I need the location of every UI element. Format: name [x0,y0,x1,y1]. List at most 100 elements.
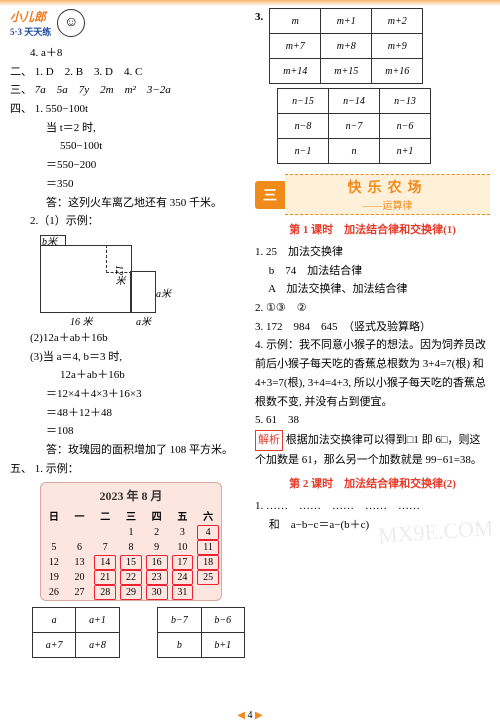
table-cell: n−13 [380,89,431,114]
lesson-line: 3. 172 984 645 （竖式及验算略） [255,318,490,337]
calendar-table: 日一二三四五六 12345678910111213141516171819202… [41,506,221,600]
sec2-items: 1. D 2. B 3. D 4. C [35,66,143,78]
header: 小儿郎 5·3 天天练 ☺ [10,8,245,38]
sec4-label: 四、 [10,103,32,115]
table-cell: m [270,9,321,34]
table-cell [119,608,158,633]
diag-a1: a米 [136,313,151,328]
lesson2-title: 第 2 课时 加法结合律和交换律(2) [255,475,490,491]
table-cell: n−1 [278,139,329,164]
cal-day: 16 [144,555,170,570]
cal-day: 5 [41,540,67,555]
sec3-label: 三、 [10,84,32,96]
lesson2-body: 1. …… …… …… …… …… 和 a−b−c＝a−(b＋c) [255,497,490,534]
item-4: 4. a＋8 [10,44,245,63]
lesson-line: 2. ①③ ② [255,299,490,318]
cal-day: 10 [170,540,196,555]
brand-block: 小儿郎 5·3 天天练 [10,8,51,38]
sec4-2g: ＝108 [10,422,245,441]
sec5-label: 五、 [10,463,32,475]
brand-sub: 5·3 天天练 [10,25,51,38]
lesson-line: 4. 示例：我不同意小猴子的想法。因为饲养员改前后小猴子每天吃的香蕉总根数为 3… [255,336,490,411]
table-cell: b−7 [158,608,201,633]
lesson-line: 和 a−b−c＝a−(b＋c) [255,516,490,535]
diag-b: b米 [42,233,57,248]
sec4-2d: 12a＋ab＋16b [10,366,245,385]
cal-day: 26 [41,585,67,600]
sec4-2b: (2)12a＋ab＋16b [10,329,245,348]
analysis-row: 解析 根据加法交换律可以得到□1 即 6□，则这个加数是 61，那么另一个加数就… [255,430,490,469]
cal-day: 12 [41,555,67,570]
lesson-line: 5. 61 38 [255,411,490,430]
table-n: n−15n−14n−13n−8n−7n−6n−1nn+1 [277,88,431,164]
table-cell: b+1 [201,633,244,658]
table-cell: n−8 [278,114,329,139]
avatar-icon: ☺ [57,9,85,37]
cal-weekday: 五 [170,506,196,525]
sec5-1: 1. 示例： [35,463,79,475]
table-cell: n+1 [380,139,431,164]
table-cell: b [158,633,201,658]
cal-day: 30 [144,585,170,600]
cal-day: 29 [118,585,144,600]
cal-day: 18 [195,555,221,570]
sec4-2: 2.（1）示例： [10,212,245,231]
cal-weekday: 二 [92,506,118,525]
page-deco-right: ▶ [255,710,263,721]
diag-16: 16 米 [70,313,93,328]
q3-label: 3. [255,8,263,27]
table-cell: m+15 [321,59,372,84]
cal-weekday: 日 [41,506,67,525]
sec5: 五、 1. 示例： [10,460,245,479]
left-column: 小儿郎 5·3 天天练 ☺ 4. a＋8 二、 1. D 2. B 3. D 4… [10,8,245,662]
sec4-2f: ＝48＋12＋48 [10,404,245,423]
calendar: 2023 年 8 月 日一二三四五六 123456789101112131415… [40,482,222,601]
lesson-line: b 74 加法结合律 [255,262,490,281]
table-cell: n−15 [278,89,329,114]
cal-weekday: 四 [144,506,170,525]
cal-day: 15 [118,555,144,570]
lesson-line: 1. …… …… …… …… …… [255,497,490,516]
table-cell: n−14 [329,89,380,114]
sec4-1: 四、 1. 550−100t [10,100,245,119]
lesson1-body: 1. 25 加法交换律 b 74 加法结合律 A 加法交换律、加法结合律2. ①… [255,243,490,430]
sec2-label: 二、 [10,66,32,78]
diag-right [130,271,156,313]
table-m: mm+1m+2m+7m+8m+9m+14m+15m+16 [269,8,423,84]
cal-day: 17 [170,555,196,570]
lesson-line: 1. 25 加法交换律 [255,243,490,262]
cal-day: 13 [67,555,93,570]
cal-day: 1 [118,525,144,540]
sec4-1c: ＝550−200 [10,156,245,175]
cal-day [67,525,93,540]
cal-day: 2 [144,525,170,540]
area-diagram: b米 12米 16 米 a米 a米 [40,235,180,325]
analysis-label: 解析 [255,430,283,451]
page-num-value: 4 [248,710,253,721]
sec4-1a: 当 t＝2 时, [10,119,245,138]
cal-day: 11 [195,540,221,555]
table-cell: m+1 [321,9,372,34]
cal-day [195,585,221,600]
cal-day: 9 [144,540,170,555]
cal-day [41,525,67,540]
table-ab: aa+1b−7b−6a+7a+8bb+1 [32,607,245,658]
cal-day: 6 [67,540,93,555]
table-cell: n [329,139,380,164]
table-cell: m+16 [372,59,423,84]
diag-12: 12米 [111,265,126,285]
page-content: 小儿郎 5·3 天天练 ☺ 4. a＋8 二、 1. D 2. B 3. D 4… [0,0,500,672]
cal-day [92,525,118,540]
table-cell: b−6 [201,608,244,633]
page-deco-left: ◀ [237,710,245,721]
cal-day: 28 [92,585,118,600]
cal-day: 24 [170,570,196,585]
cal-day: 8 [118,540,144,555]
calendar-title: 2023 年 8 月 [41,483,221,506]
cal-day: 14 [92,555,118,570]
cal-day: 27 [67,585,93,600]
page-number: ◀ 4 ▶ [0,710,500,721]
cal-day: 4 [195,525,221,540]
cal-day: 21 [92,570,118,585]
sec2: 二、 1. D 2. B 3. D 4. C [10,63,245,82]
